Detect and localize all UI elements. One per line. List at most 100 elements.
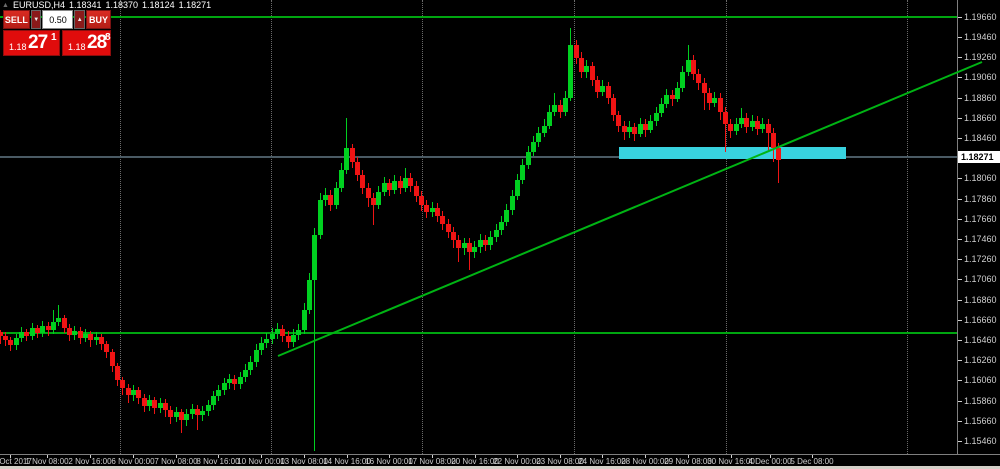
time-label: 14 Nov 16:00 [323,457,371,466]
price-label: 1.16060 [964,375,997,386]
price-tick [958,198,962,200]
time-tick [770,455,771,458]
time-label: 29 Nov 08:00 [664,457,712,466]
time-label: 28 Nov 00:00 [621,457,669,466]
time-tick [304,455,305,458]
price-tick [958,16,962,18]
current-price-box: 1.18271 [958,151,1000,163]
sell-price-prefix: 1.18 [9,42,27,52]
price-tick [958,36,962,38]
buy-price-tile[interactable]: 1.18 28 8 [62,30,111,56]
price-label: 1.19460 [964,31,997,42]
price-label: 1.19260 [964,52,997,63]
price-tick [958,178,962,180]
time-label: 8 Nov 16:00 [196,457,240,466]
ohlc-header: ▲ EURUSD,H4 1.18341 1.18370 1.18124 1.18… [2,0,211,10]
price-label: 1.17260 [964,254,997,265]
time-tick [90,455,91,458]
time-tick [261,455,262,458]
time-label: 10 Nov 00:00 [237,457,285,466]
price-tick [958,77,962,79]
price-label: 1.18060 [964,173,997,184]
low-value: 1.18124 [142,0,175,10]
price-label: 1.15460 [964,435,997,446]
time-label: 5 Dec 08:00 [790,457,834,466]
time-tick [602,455,603,458]
time-tick [10,455,11,458]
price-label: 1.16260 [964,355,997,366]
time-label: 31 Oct 2017 [0,457,32,466]
time-label: 6 Nov 00:00 [111,457,155,466]
price-chart[interactable] [0,0,957,454]
price-tick [958,420,962,422]
window-border-strip [0,466,1000,469]
time-label: 1 Nov 08:00 [25,457,69,466]
volume-increase-button[interactable]: ▲ [74,10,86,29]
time-tick [432,455,433,458]
buy-price-big: 28 [87,32,107,53]
price-label: 1.19660 [964,11,997,22]
price-label: 1.18660 [964,112,997,123]
time-tick [560,455,561,458]
price-label: 1.18860 [964,92,997,103]
time-label: 23 Nov 08:00 [536,457,584,466]
time-label: 2 Nov 16:00 [68,457,112,466]
symbol-period-label: EURUSD,H4 [12,0,65,10]
time-tick [176,455,177,458]
vertical-gridline [120,0,121,454]
volume-decrease-button[interactable]: ▼ [30,10,42,29]
time-tick [688,455,689,458]
candles-layer [0,28,781,451]
upper-resistance-line[interactable] [0,15,957,18]
price-tick [958,299,962,301]
time-tick [347,455,348,458]
high-value: 1.18370 [105,0,139,10]
time-tick [517,455,518,458]
time-tick [475,455,476,458]
price-tick [958,57,962,59]
price-tick [958,319,962,321]
price-tick [958,400,962,402]
price-tick [958,218,962,220]
time-tick [645,455,646,458]
time-label: 30 Nov 16:00 [707,457,755,466]
time-tick [47,455,48,458]
time-label: 20 Nov 16:00 [451,457,499,466]
buy-price-prefix: 1.18 [68,42,86,52]
price-tick [958,259,962,261]
time-tick [812,455,813,458]
price-label: 1.19060 [964,72,997,83]
price-label: 1.17460 [964,233,997,244]
price-label: 1.18460 [964,132,997,143]
buy-price-superscript: 8 [105,32,111,43]
time-label: 16 Nov 00:00 [365,457,413,466]
vertical-gridline [271,0,272,454]
open-value: 1.18341 [68,0,102,10]
time-label: 17 Nov 08:00 [408,457,456,466]
time-tick [731,455,732,458]
time-tick [218,455,219,458]
price-tick [958,137,962,139]
sell-price-big: 27 [28,32,48,53]
price-label: 1.16460 [964,334,997,345]
sell-button[interactable]: SELL [3,10,30,29]
time-label: 7 Nov 08:00 [154,457,198,466]
price-tick [958,339,962,341]
volume-input[interactable] [42,10,74,29]
price-label: 1.15660 [964,415,997,426]
price-tick [958,380,962,382]
one-click-trading-panel: SELL ▼ ▲ BUY 1.18 27 1 1.18 28 8 [3,10,112,56]
close-value: 1.18271 [178,0,212,10]
panel-toggle-icon[interactable]: ▲ [2,1,9,9]
price-axis[interactable]: 1.18271 1.19660 1.19460 1.19260 1.19060 1.18… [957,0,1000,454]
time-tick [133,455,134,458]
sell-price-tile[interactable]: 1.18 27 1 [3,30,60,56]
price-tick [958,279,962,281]
price-tick [958,97,962,99]
buy-button[interactable]: BUY [86,10,112,29]
time-label: 22 Nov 00:00 [493,457,541,466]
time-label: 13 Nov 08:00 [280,457,328,466]
price-label: 1.16660 [964,314,997,325]
